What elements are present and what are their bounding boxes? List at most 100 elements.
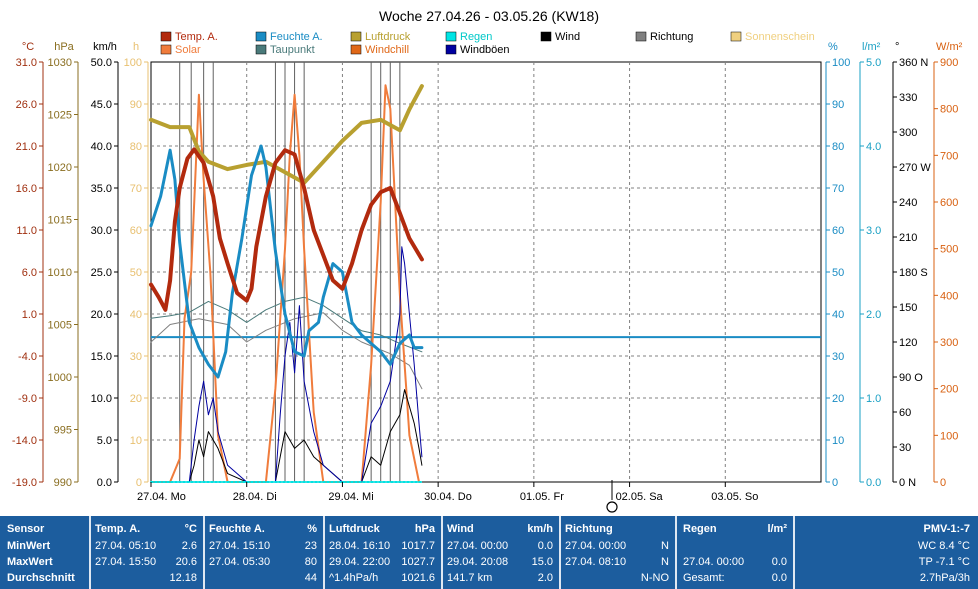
direction-tick-label: 30 (899, 442, 911, 454)
x-tick-label: 27.04. Mo (137, 491, 186, 503)
humidity-tick-label: 80 (832, 141, 844, 153)
sun-tick-label: 70 (130, 183, 142, 195)
solar-tick-label: 200 (940, 384, 958, 396)
humidity-tick-label: 50 (832, 267, 844, 279)
humidity-max: 80 (304, 556, 317, 568)
temp-tick-label: -19.0 (12, 477, 37, 489)
direction-tick-label: 330 (899, 92, 917, 104)
temp-tick-label: 6.0 (22, 267, 37, 279)
series-line-taupunkt (150, 296, 423, 353)
series-line-wind (150, 389, 423, 483)
legend-swatch-windchill (350, 44, 362, 55)
humidity-tick-label: 60 (832, 225, 844, 237)
pressure-trend: ^1.4hPa/h (329, 572, 379, 584)
x-tick-label: 03.05. So (711, 491, 758, 503)
legend-label-solar: Solar (175, 44, 201, 56)
wind-header: Wind (447, 523, 474, 535)
humidity-unit: % (307, 523, 317, 535)
sensor-column: Sensor MinWert MaxWert Durchschnitt (0, 516, 89, 589)
x-tick-label: 02.05. Sa (616, 491, 664, 503)
temp-avg: 12.18 (169, 572, 197, 584)
pressure-max: 1027.7 (401, 556, 435, 568)
pressure-min: 1017.7 (401, 540, 435, 552)
solar-tick-label: 600 (940, 197, 958, 209)
temp-unit: °C (184, 523, 197, 535)
direction-header: Richtung (565, 523, 613, 535)
series-line-luftdruck (149, 84, 424, 185)
rain-max-time: 27.04. 00:00 (683, 556, 745, 568)
wind-tick-label: 10.0 (91, 393, 112, 405)
humidity-min: 23 (304, 540, 317, 552)
direction-avg: N-NO (640, 572, 669, 584)
temp-min: 2.6 (181, 540, 197, 552)
rain-column: Regen l/m² 27.04. 00:00 0.0 Gesamt: 0.0 (677, 516, 793, 589)
wind-axis-unit: km/h (93, 41, 117, 53)
moon-icon (606, 480, 618, 513)
legend-swatch-windboeen (445, 44, 457, 55)
wind-tick-label: 15.0 (91, 351, 112, 363)
pressure-avg: 1021.6 (401, 572, 435, 584)
dewpoint-value: TP -7.1 °C (918, 556, 970, 568)
rain-header: Regen (683, 523, 717, 535)
wind-tick-label: 0.0 (97, 477, 112, 489)
legend-label-luftdruck: Luftdruck (365, 31, 411, 43)
temp-tick-label: 21.0 (16, 141, 37, 153)
humidity-tick-label: 10 (832, 435, 844, 447)
x-tick-label: 28.04. Di (233, 491, 277, 503)
pressure-trend-3h: 2.7hPa/3h (919, 572, 970, 584)
humidity-tick-label: 100 (832, 57, 850, 69)
x-tick-label: 29.04. Mi (328, 491, 373, 503)
pressure-tick-label: 995 (54, 425, 72, 437)
wind-max: 15.0 (531, 556, 553, 568)
sensor-header: Sensor (7, 523, 45, 535)
legend-swatch-solar (160, 44, 172, 55)
direction-tick-label: 90 O (899, 372, 923, 384)
legend-swatch-taupunkt (255, 44, 267, 55)
chart-series (149, 62, 821, 483)
solar-tick-label: 900 (940, 57, 958, 69)
legend-label-windchill: Windchill (365, 44, 409, 56)
humidity-max-time: 27.04. 05:30 (209, 556, 271, 568)
legend-label-feuchte: Feuchte A. (270, 31, 323, 43)
sun-tick-label: 0 (136, 477, 142, 489)
legend-label-richtung: Richtung (650, 31, 693, 43)
wind-tick-label: 35.0 (91, 183, 112, 195)
series-line-solar (150, 84, 420, 483)
humidity-tick-label: 0 (832, 477, 838, 489)
solar-axis-unit: W/m² (936, 41, 963, 53)
wind-avg: 2.0 (537, 572, 553, 584)
pressure-tick-label: 1005 (48, 320, 72, 332)
wind-tick-label: 20.0 (91, 309, 112, 321)
rain-total-label: Gesamt: (683, 572, 725, 584)
pressure-column: Luftdruck hPa 28.04. 16:10 1017.7 29.04.… (325, 516, 441, 589)
stats-panel: Sensor MinWert MaxWert Durchschnitt Temp… (0, 516, 978, 589)
row-label-min: MinWert (7, 540, 51, 552)
solar-tick-label: 800 (940, 104, 958, 116)
sun-tick-label: 20 (130, 393, 142, 405)
pressure-tick-label: 1025 (48, 110, 72, 122)
series-line-feuchte (149, 144, 424, 379)
sun-tick-label: 10 (130, 435, 142, 447)
solar-tick-label: 500 (940, 244, 958, 256)
direction-tick-label: 360 N (899, 57, 928, 69)
series-line-windboeen (150, 246, 423, 483)
temp-tick-label: -9.0 (18, 393, 37, 405)
solar-tick-label: 100 (940, 430, 958, 442)
temp-max: 20.6 (175, 556, 197, 568)
sun-tick-label: 50 (130, 267, 142, 279)
temp-min-time: 27.04. 05:10 (95, 540, 157, 552)
humidity-tick-label: 40 (832, 309, 844, 321)
direction-tick-label: 180 S (899, 267, 928, 279)
temp-header: Temp. A. (95, 523, 141, 535)
rain-tick-label: 2.0 (866, 309, 881, 321)
chart-title: Woche 27.04.26 - 03.05.26 (KW18) (379, 8, 599, 24)
legend-swatch-wind (540, 31, 552, 42)
direction-min-time: 27.04. 00:00 (565, 540, 627, 552)
direction-tick-label: 60 (899, 407, 911, 419)
sun-tick-label: 100 (124, 57, 142, 69)
legend-swatch-feuchte (255, 31, 267, 42)
legend-swatch-regen (445, 31, 457, 42)
wind-tick-label: 40.0 (91, 141, 112, 153)
direction-axis-unit: ° (895, 41, 899, 53)
sun-tick-label: 80 (130, 141, 142, 153)
